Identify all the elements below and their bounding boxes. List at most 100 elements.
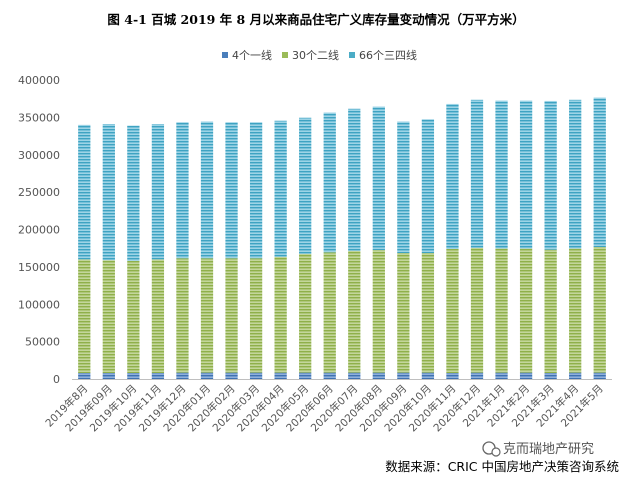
bar-stack bbox=[446, 103, 459, 379]
bar-stack bbox=[495, 100, 508, 379]
bar-stack bbox=[102, 124, 115, 379]
bar-segment bbox=[274, 372, 287, 379]
bar-segment bbox=[397, 121, 410, 254]
watermark-text: 克而瑞地产研究 bbox=[503, 442, 594, 457]
bar-stack bbox=[176, 122, 189, 379]
bar-segment bbox=[274, 120, 287, 257]
bar-segment bbox=[176, 122, 189, 259]
bar-segment bbox=[421, 253, 435, 373]
bar-segment bbox=[249, 122, 263, 259]
bar-segment bbox=[200, 258, 214, 373]
bar-segment bbox=[421, 372, 435, 379]
bar-segment bbox=[372, 372, 385, 379]
bar-stack bbox=[323, 112, 336, 379]
bar-segment bbox=[421, 119, 435, 254]
bar-segment bbox=[151, 259, 165, 374]
bar-segment bbox=[593, 247, 606, 373]
y-tick-label: 150000 bbox=[18, 261, 60, 274]
bar-segment bbox=[544, 100, 557, 250]
bar-segment bbox=[495, 372, 508, 379]
y-tick-label: 100000 bbox=[18, 298, 60, 311]
bar-segment bbox=[446, 103, 459, 249]
bar-segment bbox=[470, 99, 484, 248]
bar-segment bbox=[151, 124, 165, 260]
bar-stack bbox=[470, 99, 484, 379]
bar-segment bbox=[274, 256, 287, 373]
bar-stack bbox=[127, 125, 140, 379]
bar-segment bbox=[569, 372, 582, 379]
bar-segment bbox=[78, 259, 91, 374]
bar-segment bbox=[470, 372, 484, 379]
bar-segment bbox=[200, 121, 214, 259]
bar-stack bbox=[569, 99, 582, 379]
wechat-icon-small bbox=[491, 447, 501, 457]
bar-segment bbox=[397, 253, 410, 373]
bar-segment bbox=[470, 247, 484, 373]
bar-segment bbox=[176, 258, 189, 373]
bar-segment bbox=[372, 106, 385, 251]
bar-stack bbox=[348, 108, 361, 379]
chart-title: 图 4-1 百城 2019 年 8 月以来商品住宅广义库存量变动情况（万平方米） bbox=[107, 12, 524, 27]
bar-segment bbox=[593, 97, 606, 248]
y-tick-label: 250000 bbox=[18, 186, 60, 199]
bar-segment bbox=[569, 248, 582, 373]
bar-segment bbox=[200, 372, 214, 379]
y-tick-label: 300000 bbox=[18, 149, 60, 162]
bar-stack bbox=[274, 120, 287, 379]
bar-segment bbox=[299, 372, 312, 379]
bar-segment bbox=[593, 372, 606, 379]
bar-stack bbox=[421, 119, 435, 379]
bar-segment bbox=[299, 117, 312, 254]
bar-segment bbox=[102, 260, 115, 374]
bar-segment bbox=[446, 373, 459, 379]
bar-stack bbox=[249, 122, 263, 379]
legend-swatch bbox=[349, 52, 355, 58]
x-axis: 2019年8月2019年09月2019年10月2019年11月2019年12月2… bbox=[43, 379, 612, 434]
bar-stack bbox=[593, 97, 606, 379]
bar-segment bbox=[519, 248, 533, 373]
bar-segment bbox=[323, 112, 336, 253]
legend-swatch bbox=[222, 52, 228, 58]
bar-segment bbox=[225, 372, 238, 379]
bar-stack bbox=[299, 117, 312, 379]
legend-label: 66个三四线 bbox=[359, 48, 417, 62]
bar-segment bbox=[299, 253, 312, 373]
y-tick-label: 0 bbox=[53, 373, 60, 386]
bar-stack bbox=[544, 100, 557, 379]
bar-segment bbox=[348, 108, 361, 251]
bar-stack bbox=[372, 106, 385, 379]
bar-segment bbox=[348, 372, 361, 379]
bar-segment bbox=[495, 100, 508, 249]
bar-segment bbox=[78, 373, 91, 379]
bar-segment bbox=[127, 125, 140, 261]
bar-segment bbox=[225, 258, 238, 373]
legend-label: 4个一线 bbox=[232, 48, 272, 62]
bar-segment bbox=[519, 100, 533, 249]
bar-segment bbox=[446, 248, 459, 374]
bar-segment bbox=[249, 372, 263, 379]
bar-stack bbox=[397, 121, 410, 379]
data-source: 数据来源：CRIC 中国房地产决策咨询系统 bbox=[385, 459, 619, 474]
bar-stack bbox=[519, 100, 533, 379]
y-tick-label: 350000 bbox=[18, 111, 60, 124]
bars bbox=[78, 97, 606, 379]
bar-segment bbox=[323, 252, 336, 373]
bar-segment bbox=[544, 373, 557, 379]
bar-stack bbox=[78, 124, 91, 379]
y-tick-label: 400000 bbox=[18, 74, 60, 87]
bar-stack bbox=[200, 121, 214, 379]
bar-segment bbox=[127, 260, 140, 374]
bar-segment bbox=[569, 99, 582, 249]
bar-segment bbox=[372, 250, 385, 373]
bar-segment bbox=[544, 249, 557, 374]
bar-segment bbox=[323, 372, 336, 379]
bar-segment bbox=[249, 258, 263, 373]
bar-stack bbox=[225, 122, 238, 379]
bar-segment bbox=[151, 373, 165, 379]
bar-segment bbox=[102, 373, 115, 379]
bar-segment bbox=[495, 248, 508, 373]
legend-label: 30个二线 bbox=[292, 48, 339, 62]
bar-stack bbox=[151, 124, 165, 379]
bar-segment bbox=[176, 372, 189, 379]
